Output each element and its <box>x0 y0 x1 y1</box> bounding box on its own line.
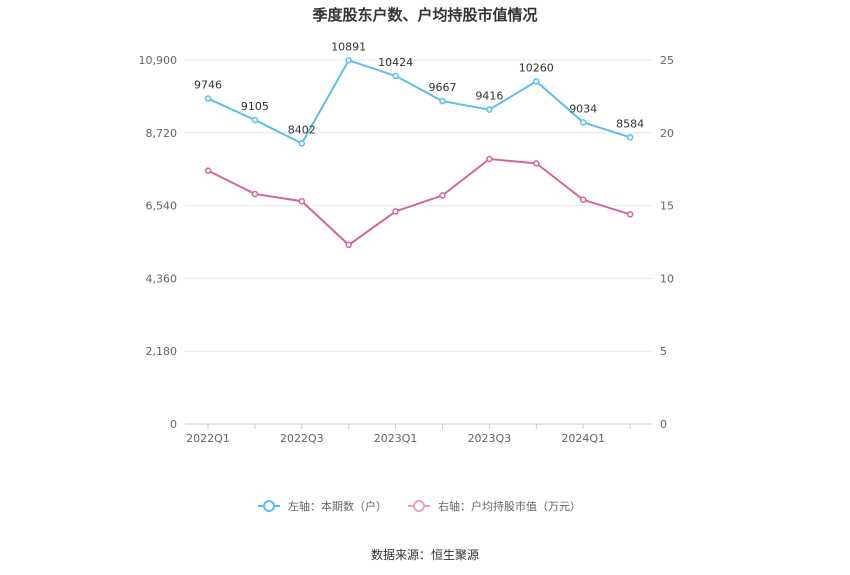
legend-marker-households <box>263 500 275 512</box>
series-2 <box>204 155 634 249</box>
left-axis-tick-label: 0 <box>170 418 177 431</box>
chart-title: 季度股东户数、户均持股市值情况 <box>312 6 537 24</box>
left-axis-tick-label: 8,720 <box>146 127 178 140</box>
source-text: 数据来源：恒生聚源 <box>371 547 479 562</box>
legend: 左轴：本期数（户） 右轴：户均持股市值（万元） <box>258 499 581 513</box>
data-label: 8402 <box>288 123 316 136</box>
series-1: 9746 9105 8402 10891 10424 9667 9416 10260 9034 8… <box>194 40 644 147</box>
data-label: 9034 <box>569 102 597 115</box>
data-label: 10424 <box>378 56 413 69</box>
x-axis-tick-label: 2022Q3 <box>280 432 324 445</box>
series-1-line <box>207 59 631 145</box>
series-2-point[interactable] <box>626 211 634 218</box>
series-2-point[interactable] <box>579 196 587 204</box>
series-2-point[interactable] <box>204 167 212 174</box>
legend-item-households[interactable]: 左轴：本期数（户） <box>258 499 387 513</box>
data-label: 9746 <box>194 79 222 92</box>
legend-item-avg-value[interactable]: 右轴：户均持股市值（万元） <box>408 499 581 513</box>
series-1-point[interactable] <box>345 57 352 64</box>
legend-label-households: 左轴：本期数（户） <box>288 499 387 513</box>
left-axis-tick-label: 4,360 <box>146 272 178 285</box>
series-1-point[interactable] <box>439 97 446 105</box>
x-axis-tick-label: 2023Q3 <box>468 432 512 445</box>
data-label: 9667 <box>429 81 457 94</box>
series-1-point[interactable] <box>392 72 399 80</box>
series-2-point[interactable] <box>251 190 259 198</box>
data-label: 9105 <box>241 100 269 113</box>
series-layer: 9746 9105 8402 10891 10424 9667 9416 10260 9034 8… <box>194 40 644 249</box>
left-axis-tick-label: 6,540 <box>146 200 178 213</box>
x-axis-tick-label: 2024Q1 <box>561 432 605 445</box>
x-axis-tick-label: 2023Q1 <box>374 432 418 445</box>
grid-lines <box>185 59 652 352</box>
series-2-point[interactable] <box>533 160 540 167</box>
series-2-point[interactable] <box>345 241 352 249</box>
series-1-point[interactable] <box>298 140 306 147</box>
left-axis-ticks: 0 2,180 4,360 6,540 8,720 10,900 <box>139 54 178 431</box>
legend-label-avg-value: 右轴：户均持股市值（万元） <box>438 499 581 513</box>
right-axis-ticks: 0 5 10 15 20 25 <box>660 54 674 431</box>
x-axis-ticks: 2022Q1 2022Q3 2023Q1 2023Q3 2024Q1 <box>186 424 631 445</box>
data-label: 10891 <box>331 40 366 53</box>
series-2-point[interactable] <box>439 192 446 199</box>
left-axis-tick-label: 2,180 <box>146 345 178 358</box>
series-1-point[interactable] <box>204 95 212 102</box>
series-2-point[interactable] <box>486 155 493 163</box>
right-axis-tick-label: 5 <box>660 345 667 358</box>
right-axis-tick-label: 20 <box>660 127 674 140</box>
x-axis-tick-label: 2022Q1 <box>186 432 230 445</box>
data-label: 9416 <box>475 90 503 103</box>
data-label: 8584 <box>616 117 644 130</box>
right-axis-tick-label: 15 <box>660 200 674 213</box>
data-label: 10260 <box>519 61 554 74</box>
legend-marker-avg-value <box>413 500 425 512</box>
series-1-point[interactable] <box>533 78 540 85</box>
series-1-point[interactable] <box>486 106 493 113</box>
left-axis-tick-label: 10,900 <box>139 54 178 67</box>
right-axis-tick-label: 0 <box>660 418 667 431</box>
series-1-point[interactable] <box>626 134 634 141</box>
series-2-point[interactable] <box>298 197 306 205</box>
series-1-point[interactable] <box>251 116 259 124</box>
series-2-point[interactable] <box>392 208 399 215</box>
right-axis-tick-label: 25 <box>660 54 674 67</box>
series-2-line <box>207 157 631 247</box>
series-1-point[interactable] <box>579 119 587 126</box>
right-axis-tick-label: 10 <box>660 272 674 285</box>
